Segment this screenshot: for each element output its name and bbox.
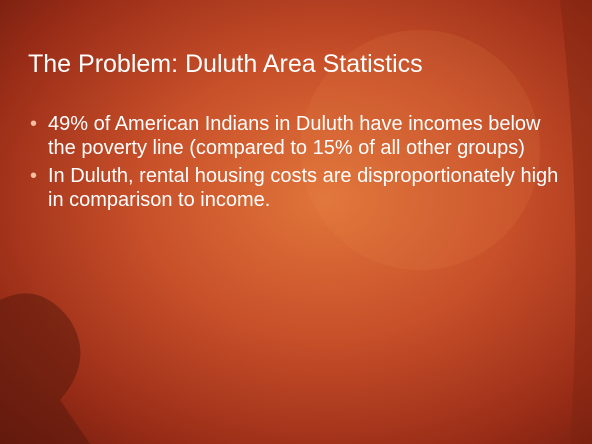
bullet: In Duluth, rental housing costs are disp… bbox=[28, 164, 568, 212]
bullet: 49% of American Indians in Duluth have i… bbox=[28, 112, 568, 160]
bullet-list: 49% of American Indians in Duluth have i… bbox=[28, 112, 568, 216]
slide-title: The Problem: Duluth Area Statistics bbox=[28, 50, 423, 79]
slide: The Problem: Duluth Area Statistics 49% … bbox=[0, 0, 592, 444]
